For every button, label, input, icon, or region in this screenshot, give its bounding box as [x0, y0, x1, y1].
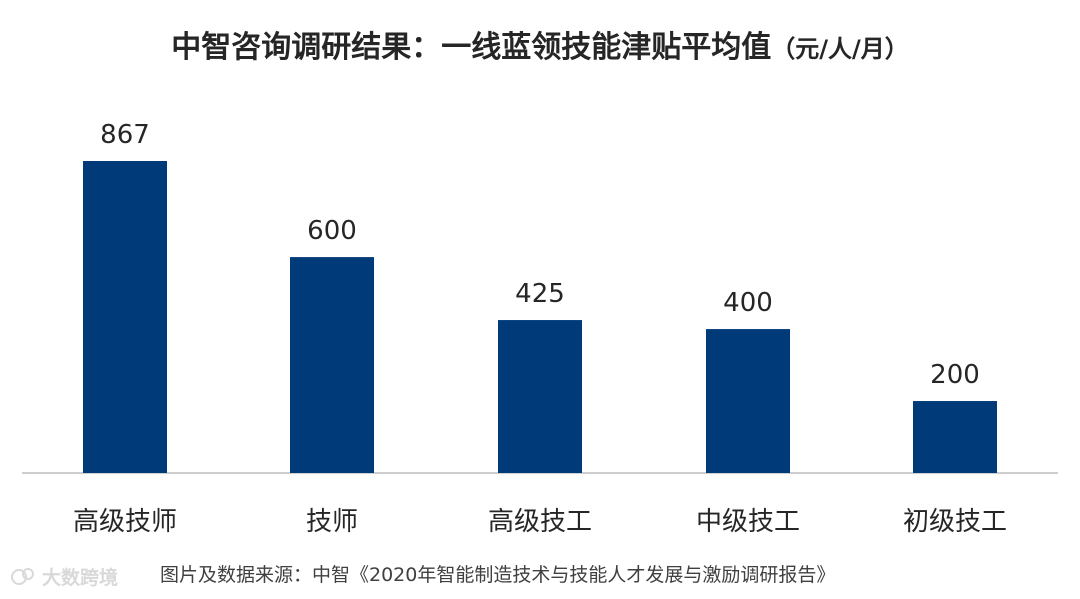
data-label-1: 867 — [100, 120, 150, 150]
category-label-4: 中级技工 — [696, 507, 800, 537]
category-label-3: 高级技工 — [488, 507, 592, 537]
watermark: 大数跨境 — [10, 563, 118, 590]
chart-title-unit: （元/人/月） — [771, 35, 909, 63]
bar-2 — [290, 257, 374, 473]
chat-bubble-icon — [11, 567, 34, 585]
data-label-2: 600 — [307, 216, 357, 246]
data-label-4: 400 — [723, 288, 773, 318]
bar-4 — [706, 329, 790, 473]
data-label-3: 425 — [515, 279, 565, 309]
bar-1 — [83, 161, 167, 473]
bar-5 — [913, 401, 997, 473]
source-note: 图片及数据来源：中智《2020年智能制造技术与技能人才发展与激励调研报告》 — [160, 564, 836, 586]
category-label-5: 初级技工 — [903, 507, 1007, 537]
category-label-2: 技师 — [306, 507, 358, 537]
bar-3 — [498, 320, 582, 473]
category-label-1: 高级技师 — [73, 507, 177, 537]
chart-title: 中智咨询调研结果：一线蓝领技能津贴平均值（元/人/月） — [0, 22, 1080, 66]
watermark-text: 大数跨境 — [42, 567, 119, 589]
data-label-5: 200 — [930, 360, 980, 390]
chart-title-main: 中智咨询调研结果：一线蓝领技能津贴平均值 — [171, 30, 772, 65]
